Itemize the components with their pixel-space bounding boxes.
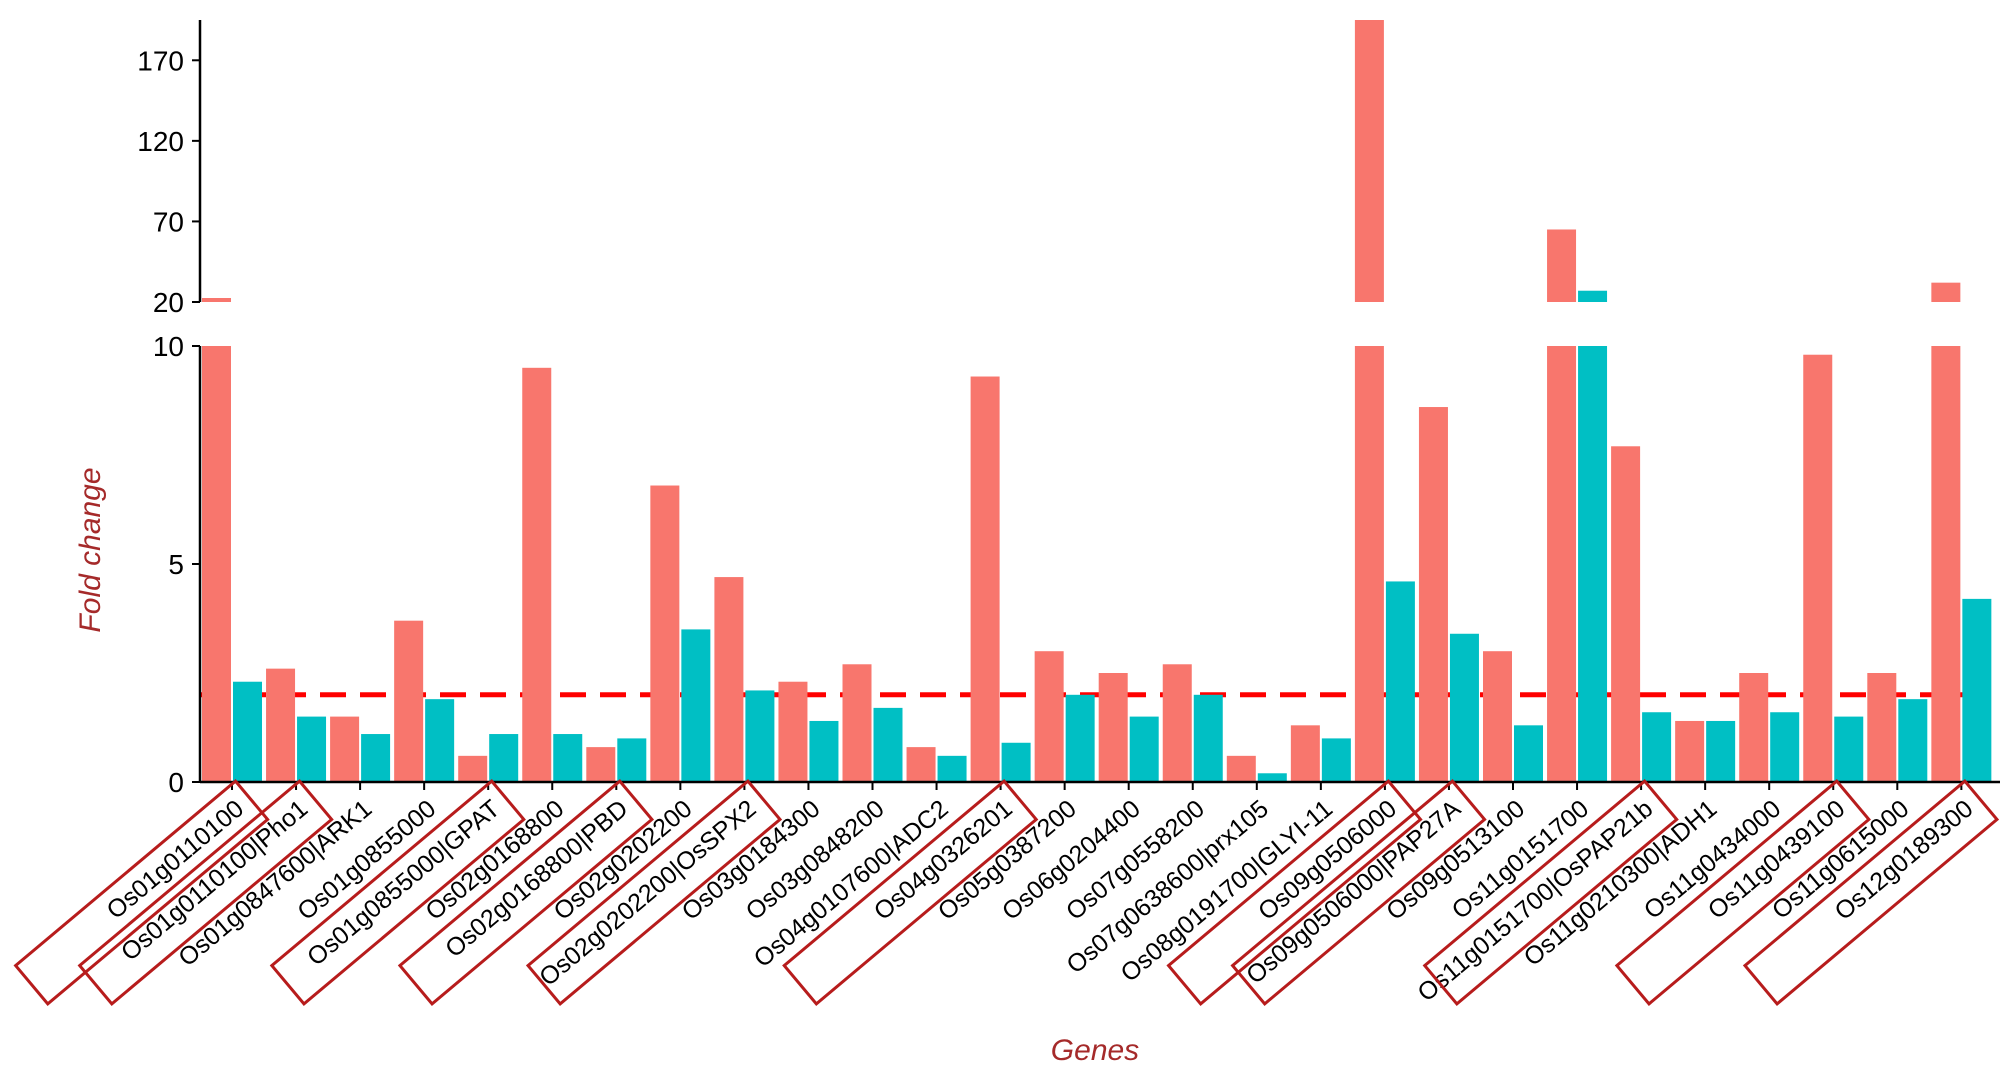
bar-s1-18-upper <box>1354 20 1384 302</box>
bar-s2-5 <box>553 734 583 782</box>
bar-s2-8 <box>745 690 775 782</box>
axes-layer: 20 70 120 170 0 5 10 <box>137 20 2000 798</box>
bar-s1-21-upper <box>1547 229 1577 302</box>
bar-s1-17 <box>1290 725 1320 782</box>
bar-s1-6 <box>586 747 616 782</box>
bar-s2-0 <box>233 681 262 782</box>
bar-s1-26 <box>1867 673 1897 782</box>
bar-s1-21-lower <box>1547 346 1577 782</box>
bar-s2-12 <box>1001 742 1031 782</box>
bar-s1-18-lower <box>1354 346 1384 782</box>
bar-s2-21-upper <box>1578 290 1608 302</box>
bar-s2-7 <box>681 629 711 782</box>
x-tick-group: Os01g0110100 <box>13 778 270 1006</box>
y-tick-label: 120 <box>137 126 184 157</box>
bar-s2-17 <box>1321 738 1351 782</box>
bar-s1-0-upper <box>202 298 231 302</box>
highlight-box <box>1742 778 2000 1006</box>
bar-s2-9 <box>809 720 839 782</box>
bar-s1-16 <box>1226 755 1256 782</box>
bar-s1-8 <box>714 577 744 782</box>
bar-s2-21-lower <box>1578 346 1608 782</box>
bar-s1-13 <box>1034 651 1064 782</box>
bar-s1-14 <box>1098 673 1128 782</box>
bar-s1-2 <box>330 716 360 782</box>
highlight-box <box>1166 778 1423 1006</box>
bar-s1-24 <box>1739 673 1769 782</box>
bar-s2-4 <box>489 734 519 782</box>
bar-s2-15 <box>1193 694 1223 782</box>
bar-s2-14 <box>1129 716 1159 782</box>
y-tick-label: 5 <box>168 549 184 580</box>
y-axis-title: Fold change <box>74 467 107 632</box>
bars-layer <box>200 20 2000 782</box>
bar-s2-20 <box>1514 725 1543 782</box>
bar-s2-22 <box>1642 712 1672 782</box>
bar-s1-3 <box>394 620 424 782</box>
bar-s1-0-lower <box>202 346 231 782</box>
bar-s1-20 <box>1483 651 1512 782</box>
y-tick-label: 20 <box>153 287 184 318</box>
bar-s2-24 <box>1770 712 1800 782</box>
bar-s2-18 <box>1385 581 1415 782</box>
bar-s1-27-upper <box>1931 282 1961 302</box>
highlight-box <box>1230 778 1487 1006</box>
highlight-box <box>13 778 270 1006</box>
bar-s1-1 <box>266 668 296 782</box>
bar-s1-9 <box>778 681 808 782</box>
highlight-box <box>1614 778 1871 1006</box>
bar-s2-25 <box>1834 716 1864 782</box>
highlight-box <box>1422 778 1679 1006</box>
bar-s1-27-lower <box>1931 346 1961 782</box>
bar-s1-4 <box>458 755 488 782</box>
bar-s1-5 <box>522 367 552 782</box>
highlight-box <box>77 778 334 1006</box>
bar-s1-11 <box>906 747 936 782</box>
bar-s1-15 <box>1162 664 1192 782</box>
bar-s1-7 <box>650 485 680 782</box>
bar-s2-13 <box>1065 694 1095 782</box>
x-axis-title: Genes <box>1051 1034 1139 1067</box>
bar-s2-26 <box>1898 699 1928 782</box>
y-tick-label: 0 <box>168 767 184 798</box>
bar-s1-10 <box>842 664 872 782</box>
highlight-box <box>525 778 783 1006</box>
y-tick-label: 10 <box>153 331 184 362</box>
bar-s2-6 <box>617 738 647 782</box>
bar-s2-19 <box>1449 633 1479 782</box>
y-tick-label: 70 <box>153 206 184 237</box>
bar-s2-3 <box>425 699 455 782</box>
bar-s2-2 <box>361 734 391 782</box>
bar-s1-23 <box>1675 720 1705 782</box>
bar-s1-25 <box>1803 354 1833 782</box>
bar-s2-23 <box>1706 720 1736 782</box>
bar-s2-10 <box>873 707 903 782</box>
highlight-box <box>782 778 1039 1006</box>
bar-s2-27 <box>1962 598 1992 782</box>
bar-s2-1 <box>297 716 327 782</box>
highlight-box <box>269 778 526 1006</box>
bar-s2-11 <box>937 755 967 782</box>
x-tick-labels: Os01g0110100Os01g0110100|Pho1Os01g084760… <box>13 778 2000 1007</box>
y-tick-label: 170 <box>137 45 184 76</box>
bar-s2-16 <box>1257 773 1287 782</box>
bar-s1-19 <box>1418 407 1448 782</box>
bar-s1-12 <box>970 376 1000 782</box>
highlight-box <box>397 778 655 1006</box>
bar-s1-22 <box>1611 446 1641 782</box>
